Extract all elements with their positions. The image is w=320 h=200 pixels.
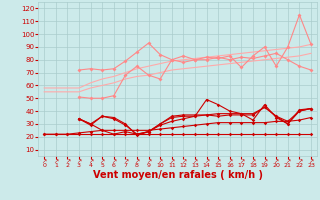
X-axis label: Vent moyen/en rafales ( km/h ): Vent moyen/en rafales ( km/h ) bbox=[92, 170, 263, 180]
